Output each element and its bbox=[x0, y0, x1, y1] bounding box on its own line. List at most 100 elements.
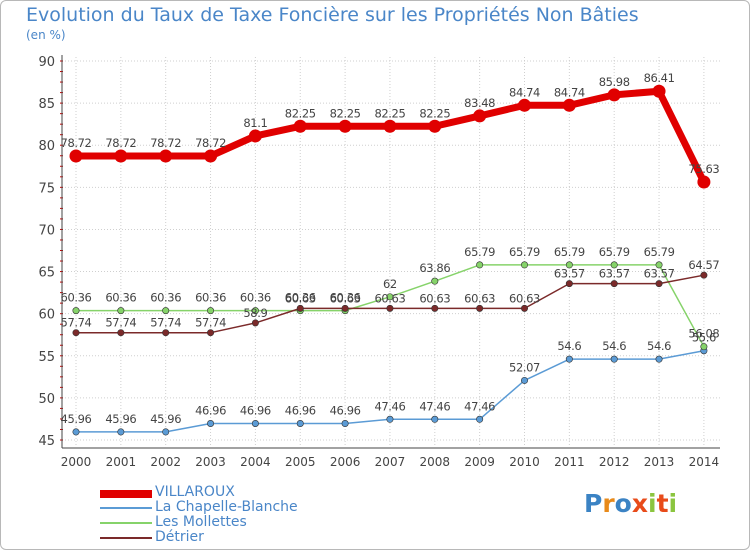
x-tick-label: 2013 bbox=[644, 455, 675, 469]
data-point-d-trier bbox=[565, 280, 573, 288]
data-label-la-chapelle-blanche: 54.6 bbox=[602, 339, 626, 353]
x-tick-label: 2011 bbox=[554, 455, 585, 469]
data-point-la-chapelle-blanche bbox=[610, 355, 618, 363]
legend-item-villaroux: VILLAROUX bbox=[100, 484, 360, 501]
logo-letter: x bbox=[631, 489, 648, 518]
data-label-la-chapelle-blanche: 52.07 bbox=[509, 360, 540, 374]
x-tick-label: 2001 bbox=[106, 455, 137, 469]
data-label-les-mollettes: 65.79 bbox=[464, 245, 495, 259]
x-tick-label: 2006 bbox=[330, 455, 361, 469]
data-label-la-chapelle-blanche: 55.6 bbox=[692, 331, 716, 345]
data-label-la-chapelle-blanche: 45.96 bbox=[61, 412, 92, 426]
data-label-d-trier: 63.57 bbox=[554, 267, 585, 281]
data-label-les-mollettes: 65.79 bbox=[644, 245, 675, 259]
legend: VILLAROUX La Chapelle-Blanche Les Mollet… bbox=[100, 484, 360, 546]
data-point-la-chapelle-blanche bbox=[207, 419, 215, 427]
data-point-les-mollettes bbox=[117, 307, 125, 315]
data-label-d-trier: 57.74 bbox=[195, 316, 226, 330]
chart-title: Evolution du Taux de Taxe Foncière sur l… bbox=[26, 4, 639, 26]
x-tick-label: 2004 bbox=[240, 455, 271, 469]
data-point-la-chapelle-blanche bbox=[341, 419, 349, 427]
data-point-villaroux bbox=[607, 88, 621, 102]
data-label-d-trier: 58.9 bbox=[243, 306, 267, 320]
data-label-d-trier: 60.63 bbox=[464, 291, 495, 305]
data-label-les-mollettes: 60.36 bbox=[285, 291, 316, 305]
data-point-les-mollettes bbox=[251, 307, 259, 315]
data-label-les-mollettes: 60.36 bbox=[105, 291, 136, 305]
x-tick-label: 2005 bbox=[285, 455, 316, 469]
y-tick-label: 85 bbox=[38, 97, 55, 112]
data-label-villaroux: 82.25 bbox=[285, 106, 316, 120]
y-tick-label: 65 bbox=[38, 266, 55, 281]
logo-letter: o bbox=[614, 489, 632, 518]
data-point-d-trier bbox=[162, 329, 170, 337]
y-tick-label: 75 bbox=[38, 181, 55, 196]
data-point-les-mollettes bbox=[162, 307, 170, 315]
data-label-les-mollettes: 60.36 bbox=[240, 291, 271, 305]
data-label-d-trier: 63.57 bbox=[644, 267, 675, 281]
data-point-d-trier bbox=[700, 271, 708, 279]
data-point-villaroux bbox=[562, 98, 576, 112]
data-label-les-mollettes: 65.79 bbox=[509, 245, 540, 259]
data-point-les-mollettes bbox=[476, 261, 484, 269]
data-label-villaroux: 78.72 bbox=[105, 136, 136, 150]
y-tick-label: 45 bbox=[38, 434, 55, 449]
data-label-d-trier: 63.57 bbox=[599, 267, 630, 281]
data-point-villaroux bbox=[114, 149, 128, 163]
x-tick-label: 2002 bbox=[150, 455, 181, 469]
data-label-les-mollettes: 65.79 bbox=[554, 245, 585, 259]
data-point-la-chapelle-blanche bbox=[162, 428, 170, 436]
data-point-villaroux bbox=[428, 119, 442, 133]
data-point-la-chapelle-blanche bbox=[296, 419, 304, 427]
legend-swatch-detrier bbox=[100, 537, 152, 539]
legend-item-la-chapelle-blanche: La Chapelle-Blanche bbox=[100, 499, 360, 516]
data-point-les-mollettes bbox=[700, 343, 708, 351]
data-label-la-chapelle-blanche: 46.96 bbox=[285, 403, 316, 417]
data-point-d-trier bbox=[386, 304, 394, 312]
data-point-la-chapelle-blanche bbox=[72, 428, 80, 436]
data-label-d-trier: 60.63 bbox=[419, 291, 450, 305]
data-point-les-mollettes bbox=[565, 261, 573, 269]
data-label-les-mollettes: 63.86 bbox=[419, 261, 450, 275]
legend-swatch-les-mollettes bbox=[100, 522, 152, 524]
legend-swatch-villaroux bbox=[100, 490, 152, 498]
x-tick-label: 2012 bbox=[599, 455, 630, 469]
data-point-d-trier bbox=[476, 304, 484, 312]
data-label-villaroux: 83.48 bbox=[464, 96, 495, 110]
legend-label-detrier: Détrier bbox=[155, 529, 204, 545]
x-tick-label: 2008 bbox=[420, 455, 451, 469]
data-label-villaroux: 85.98 bbox=[599, 75, 630, 89]
data-label-d-trier: 60.63 bbox=[509, 291, 540, 305]
data-point-villaroux bbox=[248, 129, 262, 143]
data-point-d-trier bbox=[251, 319, 259, 327]
data-label-villaroux: 84.74 bbox=[554, 85, 585, 99]
data-label-les-mollettes: 65.79 bbox=[599, 245, 630, 259]
legend-label-villaroux: VILLAROUX bbox=[155, 484, 235, 500]
data-label-villaroux: 82.25 bbox=[374, 106, 405, 120]
data-point-la-chapelle-blanche bbox=[565, 355, 573, 363]
data-label-la-chapelle-blanche: 45.96 bbox=[150, 412, 181, 426]
data-label-villaroux: 86.41 bbox=[644, 71, 675, 85]
data-label-d-trier: 60.63 bbox=[330, 291, 361, 305]
data-point-la-chapelle-blanche bbox=[251, 419, 259, 427]
y-tick-label: 80 bbox=[38, 139, 55, 154]
data-point-la-chapelle-blanche bbox=[117, 428, 125, 436]
data-label-les-mollettes: 62 bbox=[383, 277, 397, 291]
data-label-la-chapelle-blanche: 45.96 bbox=[105, 412, 136, 426]
logo-letter: r bbox=[602, 489, 615, 518]
legend-swatch-la-chapelle-blanche bbox=[100, 507, 152, 509]
data-point-les-mollettes bbox=[72, 307, 80, 315]
y-tick-label: 60 bbox=[38, 308, 55, 323]
data-label-les-mollettes: 60.36 bbox=[61, 291, 92, 305]
data-label-la-chapelle-blanche: 47.46 bbox=[419, 399, 450, 413]
proxiti-logo: Proxiti bbox=[584, 489, 677, 518]
data-point-villaroux bbox=[159, 149, 173, 163]
logo-letter: i bbox=[648, 489, 657, 518]
x-tick-label: 2009 bbox=[464, 455, 495, 469]
data-point-les-mollettes bbox=[610, 261, 618, 269]
chart-subtitle: (en %) bbox=[26, 28, 66, 42]
data-point-les-mollettes bbox=[386, 293, 394, 301]
data-label-d-trier: 57.74 bbox=[150, 316, 181, 330]
data-point-villaroux bbox=[652, 84, 666, 98]
